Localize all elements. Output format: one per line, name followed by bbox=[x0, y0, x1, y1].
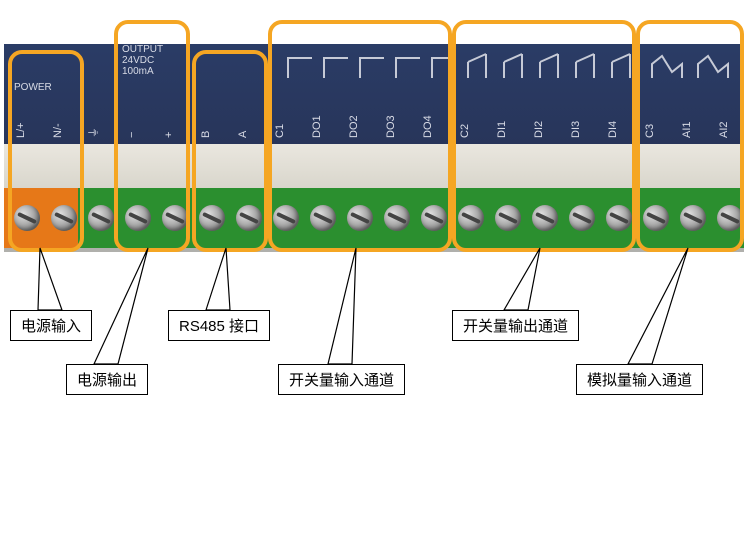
device-body: POWER OUTPUT 24VDC 100mA L/+ N/- ⏚ − + B A C1 DO… bbox=[4, 44, 744, 252]
c-ai: 模拟量输入通道 bbox=[576, 364, 703, 395]
terminal-screw bbox=[125, 205, 151, 231]
terminal-screw bbox=[495, 205, 521, 231]
terminal-screw bbox=[384, 205, 410, 231]
pin-label: AI1 bbox=[681, 121, 693, 138]
terminal-screw bbox=[569, 205, 595, 231]
pin-label: DO3 bbox=[385, 115, 397, 138]
pin-label: − bbox=[126, 132, 138, 138]
terminal-screw bbox=[88, 205, 114, 231]
header-output: OUTPUT 24VDC 100mA bbox=[122, 44, 163, 77]
pin-label: AI2 bbox=[718, 121, 730, 138]
pin-label: DO2 bbox=[348, 115, 360, 138]
terminal-screw bbox=[532, 205, 558, 231]
white-band bbox=[4, 144, 744, 188]
pin-label: C1 bbox=[274, 124, 286, 138]
terminal-screw bbox=[162, 205, 188, 231]
c-rs485: RS485 接口 bbox=[168, 310, 270, 341]
pin-label: DI1 bbox=[496, 121, 508, 138]
pin-label: DO1 bbox=[311, 115, 323, 138]
symbol-di bbox=[458, 48, 638, 82]
pin-label: L/+ bbox=[15, 122, 27, 138]
terminal-screw bbox=[51, 205, 77, 231]
c-power-out: 电源输出 bbox=[66, 364, 148, 395]
c-di: 开关量输出通道 bbox=[452, 310, 579, 341]
screw-row bbox=[4, 194, 744, 242]
c-do: 开关量输入通道 bbox=[278, 364, 405, 395]
pin-label: C3 bbox=[644, 124, 656, 138]
pin-label: DI3 bbox=[570, 121, 582, 138]
pin-label: C2 bbox=[459, 124, 471, 138]
terminal-screw bbox=[347, 205, 373, 231]
symbol-do bbox=[274, 48, 454, 82]
terminal-screw bbox=[236, 205, 262, 231]
terminal-screw bbox=[14, 205, 40, 231]
terminal-screw bbox=[273, 205, 299, 231]
pin-label: DO4 bbox=[422, 115, 434, 138]
pin-label: N/- bbox=[52, 123, 64, 138]
diagram-stage: POWER OUTPUT 24VDC 100mA L/+ N/- ⏚ − + B A C1 DO… bbox=[0, 0, 750, 552]
pin-label: ⏚ bbox=[85, 127, 101, 138]
terminal-screw bbox=[421, 205, 447, 231]
pin-label: DI2 bbox=[533, 121, 545, 138]
terminal-screw bbox=[680, 205, 706, 231]
terminal-screw bbox=[717, 205, 743, 231]
pin-label: B bbox=[200, 131, 212, 138]
terminal-screw bbox=[606, 205, 632, 231]
pin-label: A bbox=[237, 131, 249, 138]
terminal-screw bbox=[310, 205, 336, 231]
pin-label: + bbox=[163, 132, 175, 138]
terminal-screw bbox=[458, 205, 484, 231]
terminal-screw bbox=[643, 205, 669, 231]
pin-label: DI4 bbox=[607, 121, 619, 138]
header-power: POWER bbox=[14, 82, 52, 93]
terminal-screw bbox=[199, 205, 225, 231]
symbol-ai bbox=[642, 48, 746, 82]
c-power-in: 电源输入 bbox=[10, 310, 92, 341]
